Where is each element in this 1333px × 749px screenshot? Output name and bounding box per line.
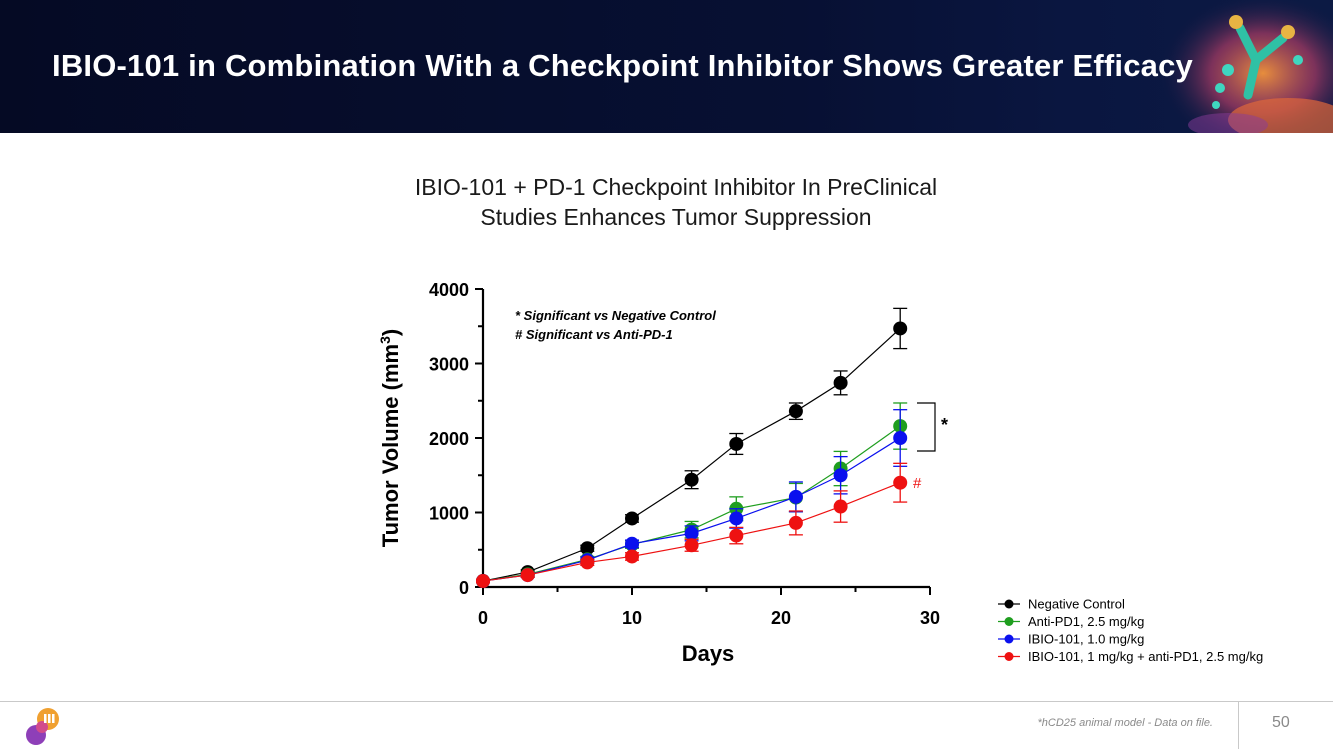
data-point: [729, 511, 744, 526]
y-axis-label-superscript: 3: [377, 336, 393, 344]
slide-title: IBIO-101 in Combination With a Checkpoin…: [52, 48, 1194, 83]
data-point: [476, 574, 490, 589]
x-axis-label: Days: [682, 641, 735, 666]
significance-note-hash: # Significant vs Anti-PD-1: [515, 327, 673, 342]
series-0: [476, 307, 908, 589]
legend-label: IBIO-101, 1 mg/kg + anti-PD1, 2.5 mg/kg: [1028, 649, 1263, 664]
series-layer: [476, 307, 908, 589]
legend-label: IBIO-101, 1.0 mg/kg: [1028, 632, 1144, 647]
legend-label: Anti-PD1, 2.5 mg/kg: [1028, 614, 1144, 629]
legend-marker: [1004, 617, 1014, 626]
data-point: [729, 528, 744, 543]
title-banner: IBIO-101 in Combination With a Checkpoin…: [0, 0, 1333, 133]
data-point: [833, 468, 848, 483]
data-point: [625, 549, 639, 564]
y-tick-label: 0: [459, 578, 469, 598]
chart-legend: Negative Control Anti-PD1, 2.5 mg/kg IBIO-…: [998, 597, 1263, 664]
series-2: [476, 409, 908, 589]
y-tick-label: 2000: [429, 429, 469, 449]
data-point: [684, 526, 699, 541]
tumor-volume-chart: 0 1000 2000 3000 4000 0 10 20 30 Tumor Volume (…: [377, 280, 1263, 666]
x-tick-label: 20: [771, 608, 791, 628]
page-number-divider: [1238, 702, 1239, 749]
legend-marker: [1004, 599, 1014, 609]
legend-marker: [1004, 634, 1014, 644]
data-point: [788, 515, 803, 530]
significance-bracket: [917, 402, 936, 452]
footer-divider-line: [0, 701, 1333, 702]
data-point: [625, 536, 639, 551]
legend-marker: [1004, 652, 1014, 661]
data-point: [893, 475, 908, 490]
data-point: [833, 499, 848, 514]
data-point: [580, 541, 595, 556]
significance-note-star: * Significant vs Negative Control: [515, 308, 716, 323]
significance-bracket-star: *: [941, 415, 948, 435]
y-tick-label: 1000: [429, 504, 469, 524]
page-number: 50: [1272, 714, 1290, 731]
data-point: [833, 375, 848, 390]
chart-heading-line-1: IBIO-101 + PD-1 Checkpoint Inhibitor In …: [414, 174, 938, 200]
data-point: [625, 511, 639, 526]
data-point: [684, 472, 699, 487]
series-3: [476, 462, 908, 589]
chart-heading-line-2: Studies Enhances Tumor Suppression: [480, 204, 872, 230]
data-point: [893, 431, 908, 445]
series-1: [476, 402, 908, 589]
data-point: [520, 568, 535, 583]
chart-axes: 0 1000 2000 3000 4000 0 10 20 30: [429, 280, 940, 628]
data-point: [580, 555, 595, 570]
significance-hash-marker: #: [913, 475, 922, 492]
data-point: [788, 489, 803, 504]
data-point: [788, 404, 803, 419]
x-tick-label: 0: [478, 608, 488, 628]
x-tick-label: 10: [622, 608, 642, 628]
antibody-illustration: [1158, 0, 1333, 133]
footnote: *hCD25 animal model - Data on file.: [1037, 717, 1213, 729]
y-tick-label: 4000: [429, 280, 469, 300]
chart-heading: IBIO-101 + PD-1 Checkpoint Inhibitor In …: [0, 172, 1333, 232]
x-tick-label: 30: [920, 608, 940, 628]
legend-label: Negative Control: [1028, 597, 1125, 612]
y-tick-label: 3000: [429, 355, 469, 375]
ibio-logo: [26, 708, 59, 745]
data-point: [893, 321, 908, 336]
y-axis-label: Tumor Volume (mm3): [377, 329, 403, 547]
data-point: [729, 436, 744, 451]
data-point: [684, 538, 699, 553]
